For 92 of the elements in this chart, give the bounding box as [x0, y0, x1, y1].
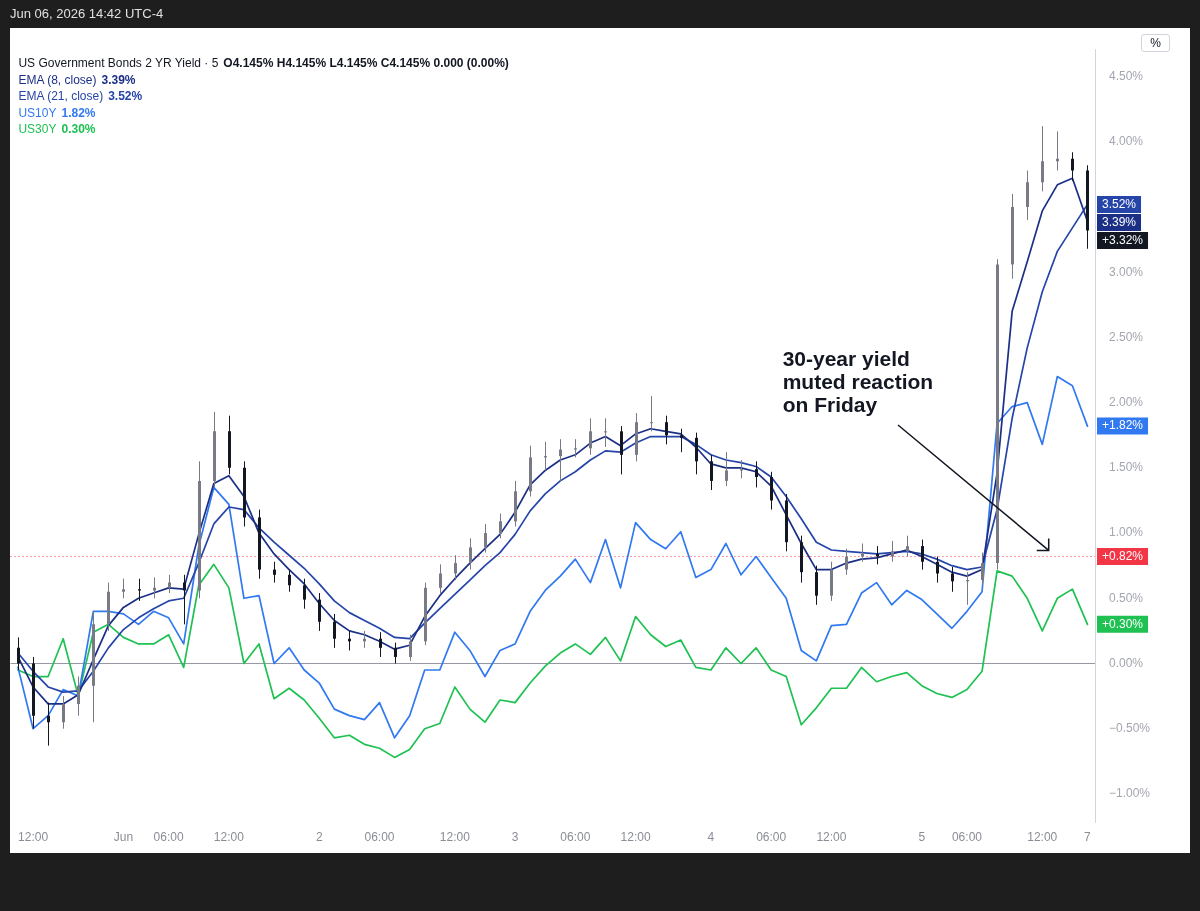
y-tick-label: −0.50% [1109, 721, 1151, 736]
x-tick-label: 12:00 [1027, 830, 1058, 845]
text: +3.32% [1102, 232, 1144, 247]
candlestick [574, 438, 577, 458]
annotation: 30-year yield muted reaction on Friday [782, 346, 935, 416]
candlestick [620, 425, 623, 475]
annotation: 3.39% [101, 72, 136, 87]
y-tick-label: 2.00% [1109, 394, 1144, 409]
candlestick [379, 631, 382, 658]
y-tick-label: 4.50% [1109, 68, 1144, 83]
candlestick [469, 537, 472, 571]
x-tick-label: 12:00 [18, 830, 49, 845]
x-tick-label: 12:00 [439, 830, 471, 845]
candlestick [665, 415, 668, 445]
candlestick [499, 513, 502, 539]
y-tick-label: 0.50% [1109, 590, 1144, 605]
candlestick [680, 428, 683, 453]
candlestick [47, 702, 50, 747]
x-tick-label: 06:00 [364, 830, 395, 845]
candlestick [62, 695, 65, 730]
candlestick [770, 471, 773, 511]
x-tick-label: 12:00 [213, 830, 245, 845]
text: EMA (21, close) [18, 89, 104, 104]
candlestick [695, 432, 698, 475]
candlestick [77, 676, 80, 717]
text: US10Y [18, 105, 57, 120]
candlestick [439, 563, 442, 594]
x-tick-label: 4 [707, 830, 715, 845]
candlestick [273, 561, 276, 584]
y-tick-label: 0.00% [1109, 655, 1144, 670]
data-label: 3.39% [1102, 214, 1137, 229]
text: EMA (8, close) [18, 72, 97, 87]
candlestick [876, 545, 879, 565]
candlestick [288, 569, 291, 593]
candlestick [183, 574, 186, 625]
y-tick-label: 2.50% [1109, 329, 1144, 344]
y-tick-label: 1.50% [1109, 460, 1144, 475]
candlestick [710, 454, 713, 491]
candlestick [921, 539, 924, 571]
candlestick [17, 636, 20, 671]
candlestick [936, 556, 939, 584]
x-tick-label: 2 [315, 830, 323, 845]
candlestick [815, 565, 818, 606]
candlestick [845, 548, 848, 576]
x-tick-label: 7 [1084, 830, 1092, 845]
candlestick [394, 642, 397, 664]
y-tick-label: 1.00% [1109, 525, 1144, 540]
x-tick-label: 06:00 [560, 830, 591, 845]
annotation: 3.52% [108, 89, 143, 104]
candlestick [409, 634, 412, 662]
x-tick-label: Jun [113, 830, 134, 845]
y-tick-label: 3.00% [1109, 264, 1144, 279]
candlestick [454, 554, 457, 581]
y-tick-label: −1.00% [1109, 786, 1151, 801]
x-tick-label: 06:00 [153, 830, 184, 845]
annotation: 1.82% [61, 105, 96, 120]
candlestick [559, 438, 562, 482]
x-tick-label: 3 [511, 830, 519, 845]
candlestick [303, 578, 306, 610]
candlestick [906, 535, 909, 558]
candlestick [981, 552, 984, 586]
candlestick [484, 523, 487, 554]
y-axis-title: % [1141, 34, 1170, 52]
annotation: 0.30% [61, 122, 96, 137]
text: Jun 06, 2026 14:42 UTC-4 [10, 6, 164, 21]
candlestick [725, 451, 728, 487]
candlestick [589, 417, 592, 456]
data-label: +1.82% [1102, 418, 1144, 433]
candlestick [1041, 125, 1044, 192]
x-tick-label: 06:00 [951, 830, 983, 845]
candlestick [122, 578, 125, 599]
y-tick-label: 4.00% [1109, 134, 1144, 149]
candlestick [168, 574, 171, 594]
candlestick [333, 613, 336, 649]
candlestick [861, 543, 864, 563]
data-label: 3.52% [1102, 196, 1137, 211]
x-tick-label: 5 [918, 830, 926, 845]
text: US30Y [18, 122, 57, 137]
data-label: +0.30% [1102, 616, 1144, 631]
text: US Government Bonds 2 YR Yield · 5 [18, 56, 219, 71]
x-tick-label: 06:00 [756, 830, 787, 845]
x-tick-label: 12:00 [816, 830, 847, 845]
candlestick [1071, 151, 1074, 182]
candlestick [891, 540, 894, 563]
ref-line-label: +0.82% [1102, 548, 1144, 563]
candlestick [951, 566, 954, 593]
candlestick [318, 592, 321, 632]
candlestick [650, 395, 653, 432]
annotation: O4.145% H4.145% L4.145% C4.145% 0.000 (0.00%) [223, 56, 509, 71]
x-tick-label: 12:00 [620, 830, 651, 845]
candlestick [604, 417, 607, 448]
candlestick [755, 460, 758, 488]
